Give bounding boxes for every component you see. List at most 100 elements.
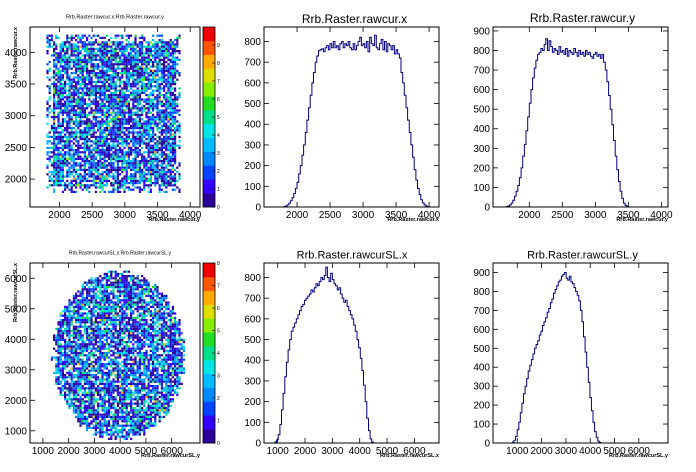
plot-frame bbox=[29, 26, 201, 208]
heatmap-cell bbox=[66, 184, 69, 187]
heatmap-cell bbox=[143, 171, 146, 174]
heatmap-cell bbox=[66, 171, 69, 174]
heatmap-cell bbox=[101, 387, 104, 390]
heatmap-cell bbox=[119, 89, 122, 92]
heatmap-cell bbox=[160, 54, 163, 57]
heatmap-cell bbox=[112, 380, 115, 383]
heatmap-cell bbox=[154, 74, 157, 77]
heatmap-cell bbox=[46, 85, 49, 88]
heatmap-cell bbox=[61, 43, 64, 46]
heatmap-cell bbox=[83, 281, 86, 284]
heatmap-cell bbox=[121, 319, 124, 322]
heatmap-cell bbox=[57, 89, 60, 92]
heatmap-cell bbox=[165, 85, 168, 88]
heatmap-cell bbox=[53, 166, 56, 169]
heatmap-cell bbox=[103, 135, 106, 138]
heatmap-cell bbox=[88, 102, 91, 105]
heatmap-cell bbox=[83, 378, 86, 381]
heatmap-cell bbox=[105, 113, 108, 116]
heatmap-cell bbox=[83, 146, 86, 149]
heatmap-cell bbox=[119, 429, 122, 432]
heatmap-cell bbox=[108, 83, 111, 86]
heatmap-cell bbox=[94, 354, 97, 357]
heatmap-cell bbox=[112, 424, 115, 427]
chart-title-box bbox=[520, 8, 645, 28]
y-tick-label: 4000 bbox=[5, 48, 28, 59]
heatmap-cell bbox=[68, 149, 71, 152]
heatmap-cell bbox=[105, 72, 108, 75]
heatmap-cell bbox=[167, 102, 170, 105]
heatmap-cell bbox=[57, 171, 60, 174]
heatmap-cell bbox=[156, 160, 159, 163]
heatmap-cell bbox=[92, 182, 95, 185]
heatmap-cell bbox=[174, 107, 177, 110]
heatmap-cell bbox=[53, 102, 56, 105]
heatmap-cell bbox=[125, 160, 128, 163]
heatmap-cell bbox=[53, 69, 56, 72]
heatmap-cell bbox=[66, 109, 69, 112]
heatmap-cell bbox=[132, 98, 135, 101]
heatmap-cell bbox=[149, 45, 152, 48]
heatmap-cell bbox=[147, 144, 150, 147]
heatmap-cell bbox=[86, 299, 89, 302]
heatmap-cell bbox=[174, 69, 177, 72]
heatmap-cell bbox=[94, 279, 97, 282]
heatmap-cell bbox=[90, 160, 93, 163]
heatmap-cell bbox=[178, 74, 181, 77]
heatmap-cell bbox=[77, 142, 80, 145]
heatmap-cell bbox=[94, 382, 97, 385]
heatmap-cell bbox=[152, 146, 155, 149]
heatmap-cell bbox=[55, 94, 58, 97]
heatmap-cell bbox=[116, 418, 119, 421]
heatmap-cell bbox=[121, 80, 124, 83]
heatmap-cell bbox=[160, 171, 163, 174]
heatmap-cell bbox=[103, 45, 106, 48]
heatmap-cell bbox=[167, 175, 170, 178]
heatmap-cell bbox=[92, 133, 95, 136]
heatmap-cell bbox=[178, 58, 181, 61]
heatmap-cell bbox=[53, 83, 56, 86]
heatmap-cell bbox=[97, 76, 100, 79]
heatmap-cell bbox=[149, 151, 152, 154]
heatmap-cell bbox=[101, 144, 104, 147]
heatmap-cell bbox=[59, 171, 62, 174]
heatmap-cell bbox=[125, 107, 128, 110]
heatmap-cell bbox=[116, 360, 119, 363]
heatmap-cell bbox=[57, 182, 60, 185]
heatmap-cell bbox=[132, 111, 135, 114]
heatmap-cell bbox=[61, 338, 64, 341]
heatmap-cell bbox=[169, 105, 172, 108]
heatmap-cell bbox=[70, 360, 73, 363]
heatmap-cell bbox=[75, 319, 78, 322]
heatmap-cell bbox=[94, 380, 97, 383]
heatmap-cell bbox=[176, 186, 179, 189]
heatmap-cell bbox=[72, 63, 75, 66]
heatmap-cell bbox=[125, 122, 128, 125]
heatmap-cell bbox=[77, 105, 80, 108]
heatmap-cell bbox=[143, 188, 146, 191]
heatmap-cell bbox=[105, 382, 108, 385]
heatmap-cell bbox=[127, 116, 130, 119]
heatmap-cell bbox=[119, 393, 122, 396]
heatmap-cell bbox=[101, 323, 104, 326]
heatmap-cell bbox=[90, 360, 93, 363]
heatmap-cell bbox=[90, 43, 93, 46]
heatmap-cell bbox=[55, 168, 58, 171]
heatmap-cell bbox=[169, 157, 172, 160]
heatmap-cell bbox=[77, 352, 80, 355]
heatmap-cell bbox=[163, 173, 166, 176]
heatmap-cell bbox=[70, 391, 73, 394]
heatmap-cell bbox=[83, 76, 86, 79]
heatmap-cell bbox=[138, 94, 141, 97]
heatmap-cell bbox=[130, 72, 133, 75]
heatmap-cell bbox=[68, 74, 71, 77]
heatmap-cell bbox=[83, 131, 86, 134]
heatmap-cell bbox=[116, 288, 119, 291]
heatmap-cell bbox=[160, 131, 163, 134]
palette-tick-label: 6 bbox=[217, 97, 220, 103]
heatmap-cell bbox=[169, 135, 172, 138]
heatmap-cell bbox=[143, 56, 146, 59]
heatmap-cell bbox=[178, 173, 181, 176]
heatmap-cell bbox=[94, 122, 97, 125]
heatmap-cell bbox=[112, 118, 115, 121]
